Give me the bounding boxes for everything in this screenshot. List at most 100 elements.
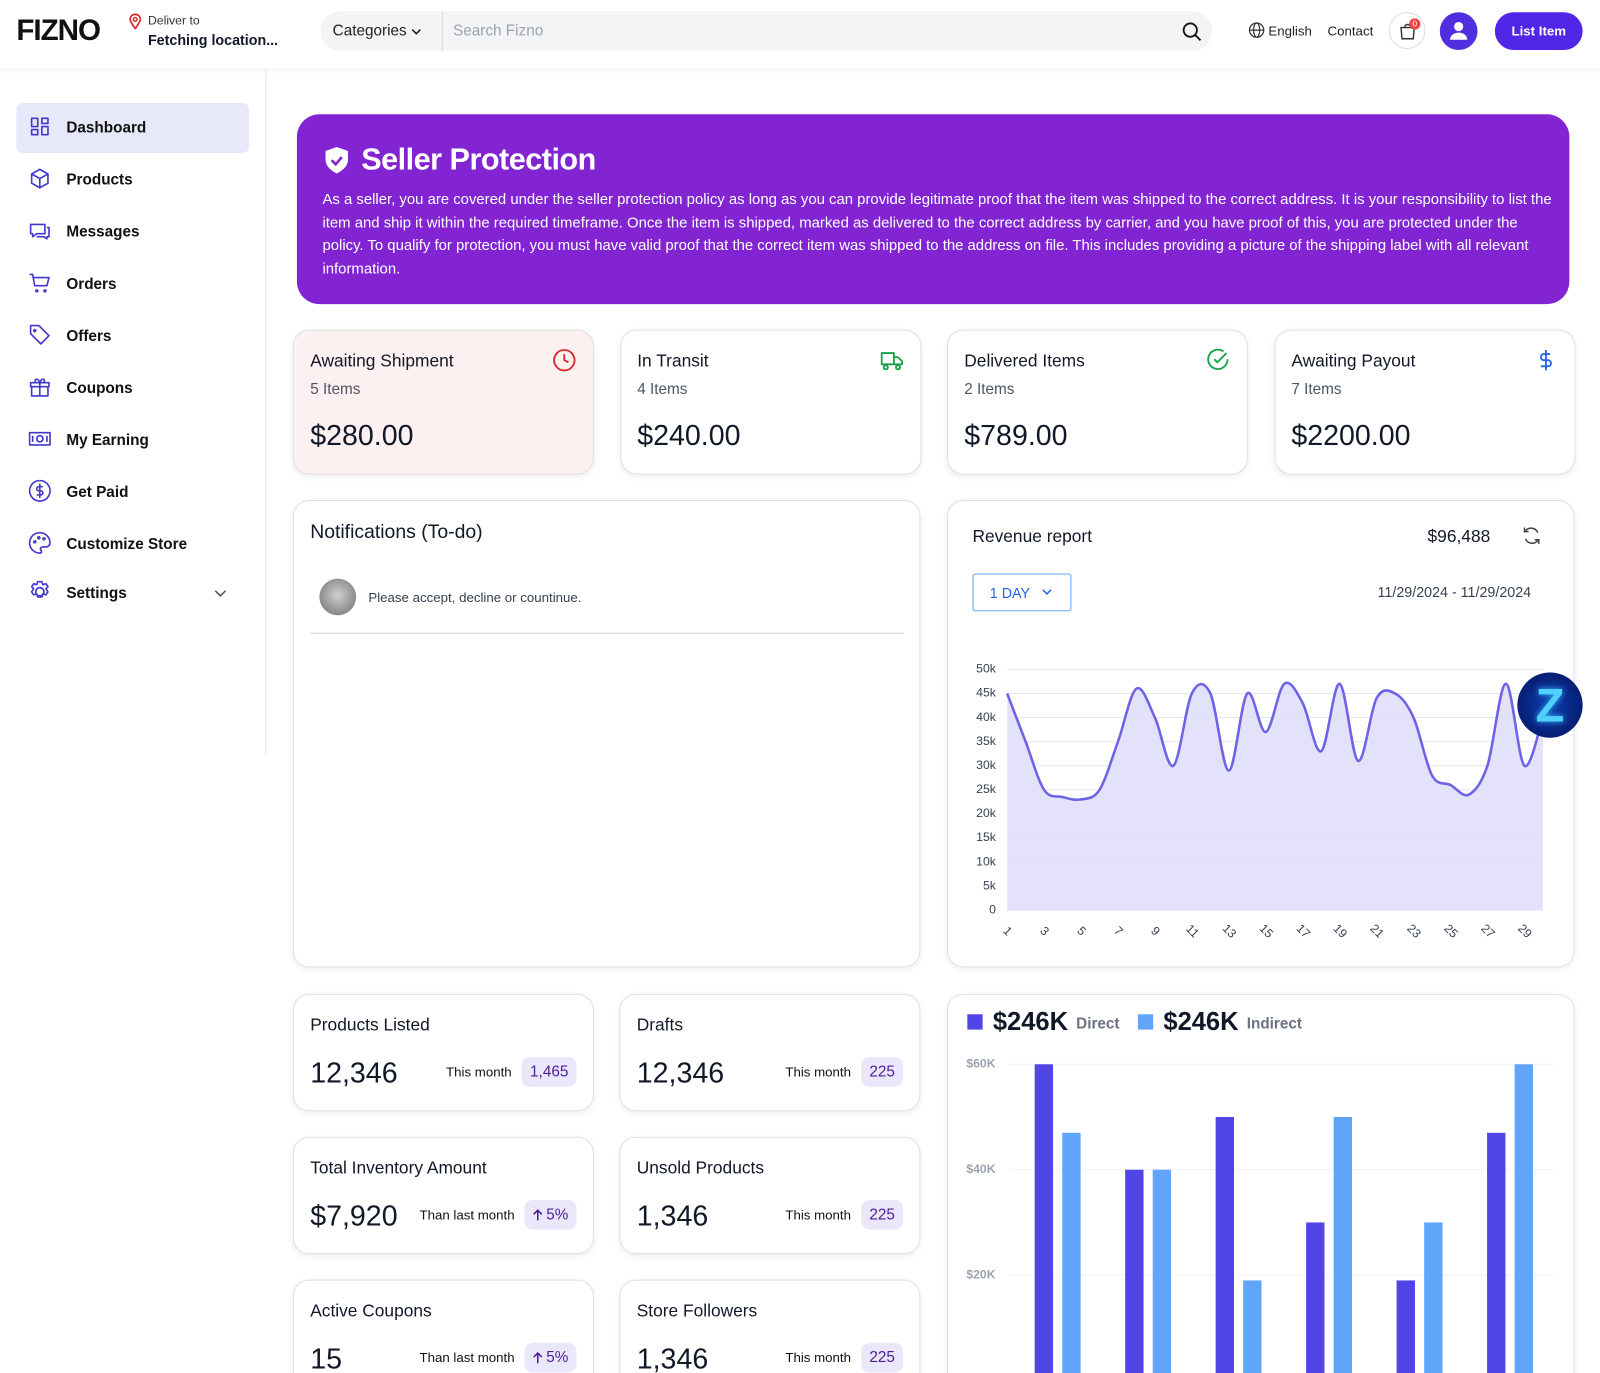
bar (1125, 1169, 1144, 1373)
stat-badge: 1,465 (521, 1057, 577, 1087)
x-tick-label: 23 (1404, 921, 1424, 941)
status-title: Awaiting Payout (1291, 351, 1416, 371)
y-tick-label: 30k (976, 758, 997, 772)
status-title: Delivered Items (964, 351, 1085, 371)
icon-shape (1207, 348, 1229, 370)
status-items: 2 Items (964, 380, 1015, 398)
banner: Seller Protection As a seller, you are c… (296, 114, 1570, 305)
y-tick-label: $60K (966, 1057, 995, 1071)
y-tick-label: $40K (966, 1162, 995, 1176)
x-tick-label: 7 (1111, 924, 1126, 939)
nav-label: Messages (66, 223, 140, 241)
nav-item[interactable]: Offers (16, 311, 249, 361)
list-item-button[interactable]: List Item (1494, 12, 1583, 50)
nav-label: Dashboard (66, 119, 147, 137)
period-dropdown[interactable]: 1 DAY (972, 573, 1072, 612)
nav-item[interactable]: Products (16, 155, 249, 205)
badge-value: 225 (869, 1348, 895, 1367)
status-icon (880, 352, 903, 371)
bar (1062, 1132, 1081, 1373)
notifications-title: Notifications (To-do) (310, 521, 483, 543)
stat-card: Active Coupons 15 Than last month 5% (292, 1279, 594, 1373)
nav-item[interactable]: Dashboard (16, 103, 249, 154)
cart-button[interactable]: 0 (1388, 12, 1426, 49)
status-icon (1207, 348, 1229, 370)
status-amount: $2200.00 (1291, 419, 1411, 452)
bar (1306, 1222, 1325, 1373)
sidebar: Dashboard Products Messages Orders Offers Cou… (0, 68, 267, 756)
status-card: In Transit 4 Items $240.00 (619, 329, 921, 475)
y-tick-label: 5k (983, 878, 997, 892)
x-tick-label: 5 (1074, 924, 1089, 939)
legend-total: $246K (1163, 1008, 1239, 1036)
search-input[interactable]: Search Fizno (453, 22, 544, 40)
y-tick-label: $20K (966, 1267, 995, 1281)
bar (1243, 1280, 1262, 1373)
nav-item[interactable]: My Earning (16, 415, 249, 465)
y-tick-label: 50k (976, 662, 997, 676)
language[interactable]: English (1268, 23, 1312, 39)
categories-dropdown[interactable]: Categories (333, 22, 421, 40)
stat-badge: 225 (861, 1342, 904, 1373)
bar (1487, 1132, 1506, 1373)
logo[interactable]: FIZNO (16, 14, 101, 47)
revenue-title: Revenue report (972, 526, 1093, 546)
nav-item[interactable]: Coupons (16, 363, 249, 413)
icon-shape (30, 580, 49, 598)
y-tick-label: 20k (976, 806, 997, 820)
nav-label: Coupons (66, 379, 133, 397)
x-tick-label: 29 (1515, 921, 1535, 941)
nav-item[interactable]: Messages (16, 207, 249, 257)
chevron (411, 29, 421, 35)
status-icon (1539, 349, 1552, 371)
nav-label: Products (66, 171, 133, 189)
contact-link[interactable]: Contact (1327, 23, 1374, 39)
stat-card: Drafts 12,346 This month 225 (619, 993, 921, 1112)
nav-item[interactable]: Orders (16, 259, 249, 309)
banner-text: As a seller, you are covered under the s… (322, 191, 1552, 278)
nav-icon (29, 378, 50, 397)
badge-value: 225 (869, 1063, 895, 1081)
search-icon[interactable] (1182, 21, 1202, 41)
stat-value: 1,346 (636, 1199, 709, 1232)
status-items: 7 Items (1291, 380, 1342, 398)
y-tick-label: 15k (976, 830, 997, 844)
nav-icon (28, 479, 51, 502)
stat-value: 12,346 (310, 1057, 398, 1089)
legend-swatch (1137, 1014, 1154, 1030)
stat-title: Unsold Products (636, 1158, 765, 1178)
status-items: 4 Items (637, 380, 688, 398)
nav-label: Orders (66, 275, 117, 293)
nav-item[interactable]: Settings (16, 568, 249, 618)
nav-item[interactable]: Customize Store (16, 519, 249, 569)
nav-icon (29, 223, 50, 240)
nav-item[interactable]: Get Paid (16, 467, 249, 517)
header: FIZNO Deliver to Fetching location... Ca… (0, 0, 1600, 69)
x-tick-label: 19 (1330, 921, 1350, 941)
stat-title: Total Inventory Amount (310, 1158, 487, 1178)
shield-icon (325, 146, 348, 174)
nav-label: Get Paid (66, 483, 129, 502)
stat-title: Store Followers (636, 1301, 758, 1321)
user-icon (1449, 21, 1468, 40)
location[interactable]: Fetching location... (147, 31, 279, 48)
icon-shape (1539, 349, 1552, 371)
notification-text[interactable]: Please accept, decline or countinue. (368, 589, 582, 606)
stat-value: 15 (310, 1342, 342, 1373)
chat-widget[interactable]: Z (1517, 672, 1583, 738)
banner-title: Seller Protection (361, 142, 596, 177)
status-amount: $240.00 (637, 419, 741, 452)
icon-shape (29, 378, 50, 397)
period-label: 1 DAY (989, 584, 1031, 602)
x-tick-label: 15 (1257, 921, 1277, 941)
x-tick-label: 13 (1220, 921, 1240, 941)
nav-icon (30, 580, 49, 598)
profile-button[interactable] (1439, 12, 1478, 50)
refresh-icon[interactable] (1521, 526, 1541, 546)
badge-value: 5% (546, 1348, 569, 1367)
chevron-shape (214, 590, 227, 597)
stat-title: Drafts (636, 1015, 683, 1035)
stat-badge: 5% (524, 1199, 577, 1230)
badge-value: 225 (869, 1206, 895, 1224)
